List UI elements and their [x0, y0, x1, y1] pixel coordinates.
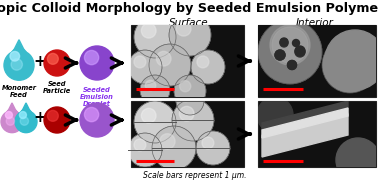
Circle shape	[196, 131, 230, 165]
Text: Monomer
Feed: Monomer Feed	[2, 85, 37, 98]
Circle shape	[47, 53, 58, 64]
Circle shape	[15, 111, 37, 133]
Polygon shape	[20, 103, 32, 115]
Circle shape	[169, 14, 211, 56]
Circle shape	[6, 117, 14, 125]
Circle shape	[5, 112, 12, 119]
Circle shape	[280, 39, 288, 47]
Text: +: +	[34, 110, 46, 125]
Bar	[258, 101, 376, 167]
Circle shape	[141, 108, 156, 123]
Circle shape	[191, 50, 225, 84]
Circle shape	[160, 134, 175, 149]
Polygon shape	[262, 108, 348, 138]
Circle shape	[128, 50, 162, 84]
Text: Seeded
Emulsion
Droplet: Seeded Emulsion Droplet	[80, 87, 114, 107]
Circle shape	[47, 110, 58, 121]
Circle shape	[177, 21, 191, 36]
Circle shape	[134, 16, 176, 58]
Circle shape	[20, 117, 28, 125]
Circle shape	[181, 92, 191, 102]
Circle shape	[140, 75, 170, 105]
Circle shape	[295, 46, 305, 56]
Circle shape	[11, 59, 22, 70]
Circle shape	[128, 133, 162, 167]
Circle shape	[149, 44, 191, 86]
Circle shape	[258, 20, 322, 84]
Circle shape	[84, 107, 99, 122]
Text: Anisotropic Colloid Morphology by Seeded Emulsion Polymerization: Anisotropic Colloid Morphology by Seeded…	[0, 2, 378, 15]
Bar	[131, 101, 244, 167]
Circle shape	[293, 40, 299, 46]
Circle shape	[180, 81, 191, 92]
Circle shape	[275, 50, 285, 60]
Circle shape	[280, 38, 288, 46]
Circle shape	[258, 20, 322, 84]
Circle shape	[145, 80, 156, 91]
Text: Surface: Surface	[169, 18, 209, 28]
Polygon shape	[262, 113, 348, 157]
Circle shape	[84, 51, 99, 65]
Circle shape	[179, 106, 194, 121]
Text: Scale bars represent 1 μm.: Scale bars represent 1 μm.	[143, 171, 247, 180]
Polygon shape	[11, 40, 27, 56]
Circle shape	[257, 97, 293, 133]
Circle shape	[325, 30, 378, 90]
Text: Interior: Interior	[296, 18, 334, 28]
Circle shape	[134, 139, 146, 151]
Circle shape	[20, 109, 32, 121]
Circle shape	[156, 51, 171, 66]
Circle shape	[134, 56, 146, 68]
Circle shape	[6, 109, 18, 121]
Circle shape	[174, 75, 206, 107]
Circle shape	[288, 60, 296, 70]
Circle shape	[44, 107, 70, 133]
Polygon shape	[6, 103, 18, 115]
Circle shape	[4, 50, 34, 80]
Circle shape	[295, 47, 305, 57]
Bar	[258, 25, 376, 97]
Circle shape	[172, 99, 214, 141]
Bar	[131, 25, 244, 97]
Circle shape	[288, 60, 296, 70]
Circle shape	[10, 51, 20, 61]
Circle shape	[11, 48, 27, 65]
Circle shape	[322, 37, 378, 93]
Circle shape	[80, 46, 114, 80]
Circle shape	[336, 138, 378, 182]
Text: Seed
Particle: Seed Particle	[43, 81, 71, 94]
Circle shape	[141, 23, 156, 38]
Circle shape	[152, 126, 196, 170]
Text: +: +	[34, 53, 46, 68]
Circle shape	[270, 25, 310, 65]
Bar	[258, 25, 376, 97]
Circle shape	[1, 111, 23, 133]
Circle shape	[202, 137, 214, 149]
Circle shape	[44, 50, 70, 76]
Polygon shape	[262, 101, 348, 135]
Circle shape	[176, 87, 204, 115]
Circle shape	[272, 27, 308, 63]
Circle shape	[134, 101, 176, 143]
Circle shape	[197, 56, 209, 68]
Circle shape	[80, 103, 114, 137]
Circle shape	[275, 50, 285, 60]
Circle shape	[19, 112, 26, 119]
